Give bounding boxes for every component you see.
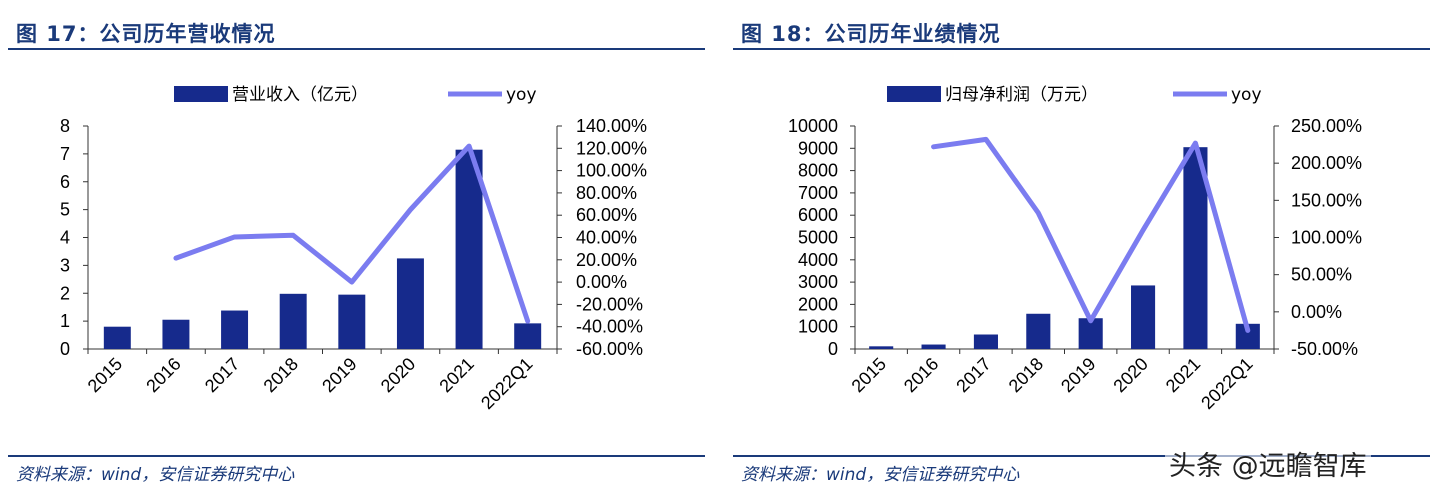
watermark: 头条 @远瞻智库: [1165, 444, 1371, 483]
bar: [279, 293, 307, 349]
x-tick-label: 2022Q1: [1197, 354, 1256, 413]
y-tick-label-right: 250.00%: [1291, 116, 1362, 136]
x-tick-label: 2019: [1057, 354, 1099, 396]
source-rule: [733, 455, 1430, 457]
y-tick-label-left: 6: [60, 172, 70, 192]
bar: [973, 334, 998, 349]
y-tick-label-left: 9000: [798, 138, 838, 158]
y-tick-label-left: 7: [60, 144, 70, 164]
bar: [869, 346, 894, 349]
y-tick-label-left: 5: [60, 200, 70, 220]
y-tick-label-right: -60.00%: [576, 339, 643, 359]
legend-label-line: yoy: [506, 85, 537, 105]
revenue-chart: 0 1 2 3 4 5 6 7 8 -60.00%-40.00% -20.00%0.00%20.00…: [60, 85, 647, 413]
y-tick-label-right: 50.00%: [1291, 265, 1352, 285]
x-tick-label: 2019: [318, 354, 360, 396]
bar: [103, 326, 131, 349]
y-tick-label-left: 4: [60, 228, 70, 248]
y-tick-label-left: 8000: [798, 161, 838, 181]
y-tick-label-right: 140.00%: [576, 116, 647, 136]
bar: [455, 149, 483, 349]
figure-title: 图 17：公司历年营收情况: [16, 22, 276, 46]
x-tick-label: 2020: [1109, 354, 1151, 396]
bar: [1131, 285, 1156, 349]
y-tick-label-left: 0: [60, 339, 70, 359]
panel-revenue: 图 17：公司历年营收情况 0 1 2 3 4 5 6 7 8 -60.00% -40.00% -20…: [0, 0, 705, 495]
legend-label-bar: 归母净利润（万元）: [945, 85, 1098, 105]
x-tick-label: 2016: [900, 354, 942, 396]
y-tick-label-right: 150.00%: [1291, 190, 1362, 210]
title-rule: [8, 48, 705, 50]
y-tick-label-right: 80.00%: [576, 183, 637, 203]
y-tick-label-left: 4000: [798, 250, 838, 270]
x-tick-label: 2018: [260, 354, 302, 396]
yoy-line: [931, 136, 1251, 333]
bar: [162, 319, 190, 349]
yoy-line: [173, 143, 531, 324]
y-tick-label-right: -20.00%: [576, 294, 643, 314]
panel-profit: 图 18：公司历年业绩情况 0 1000 2000 3000 4000 5000 6000 7…: [725, 0, 1430, 495]
y-tick-label-left: 1: [60, 311, 70, 331]
source-note: 资料来源：wind，安信证券研究中心: [741, 465, 1020, 485]
y-tick-label-right: 0.00%: [576, 272, 627, 292]
y-tick-label-right: 120.00%: [576, 138, 647, 158]
x-tick-label: 2016: [142, 354, 184, 396]
y-tick-label-left: 1000: [798, 317, 838, 337]
title-rule: [733, 48, 1430, 50]
y-tick-label-right: 20.00%: [576, 250, 637, 270]
y-tick-label-right: 40.00%: [576, 228, 637, 248]
bar: [396, 258, 424, 349]
x-tick-label: 2017: [952, 354, 994, 396]
source-note: 资料来源：wind，安信证券研究中心: [16, 465, 295, 485]
y-tick-label-right: 0.00%: [1291, 302, 1342, 322]
y-tick-label-left: 7000: [798, 183, 838, 203]
y-tick-label-right: -40.00%: [576, 317, 643, 337]
legend-label-bar: 营业收入（亿元）: [232, 85, 368, 105]
y-tick-label-right: 100.00%: [576, 161, 647, 181]
y-tick-label-left: 8: [60, 116, 70, 136]
bar: [514, 323, 542, 349]
legend-label-line: yoy: [1231, 85, 1262, 105]
y-tick-label-right: 200.00%: [1291, 153, 1362, 173]
bar: [221, 310, 249, 349]
y-tick-label-left: 10000: [788, 116, 838, 136]
y-tick-label-left: 6000: [798, 205, 838, 225]
y-tick-label-right: 60.00%: [576, 205, 637, 225]
x-tick-label: 2020: [377, 354, 419, 396]
legend-swatch-bar: [174, 86, 228, 102]
y-tick-label-left: 3: [60, 255, 70, 275]
bar: [1026, 313, 1051, 349]
y-tick-label-left: 0: [828, 339, 838, 359]
y-tick-label-left: 5000: [798, 228, 838, 248]
bar: [921, 344, 946, 349]
y-tick-label-left: 2000: [798, 294, 838, 314]
x-tick-label: 2015: [84, 354, 126, 396]
profit-chart: 0100020003000400050006000700080009000100…: [788, 85, 1362, 413]
x-tick-label: 2018: [1005, 354, 1047, 396]
y-tick-label-right: 100.00%: [1291, 228, 1362, 248]
figure-title: 图 18：公司历年业绩情况: [741, 22, 1001, 46]
x-tick-label: 2017: [201, 354, 243, 396]
y-tick-label-right: -50.00%: [1291, 339, 1358, 359]
x-tick-label: 2022Q1: [477, 354, 536, 413]
x-tick-label: 2015: [848, 354, 890, 396]
source-rule: [8, 455, 705, 457]
legend-swatch-bar: [887, 86, 941, 102]
bar: [1078, 318, 1103, 349]
x-tick-label: 2021: [435, 354, 477, 396]
x-tick-label: 2021: [1162, 354, 1204, 396]
y-tick-label-left: 2: [60, 283, 70, 303]
y-tick-label-left: 3000: [798, 272, 838, 292]
bar: [338, 294, 366, 349]
